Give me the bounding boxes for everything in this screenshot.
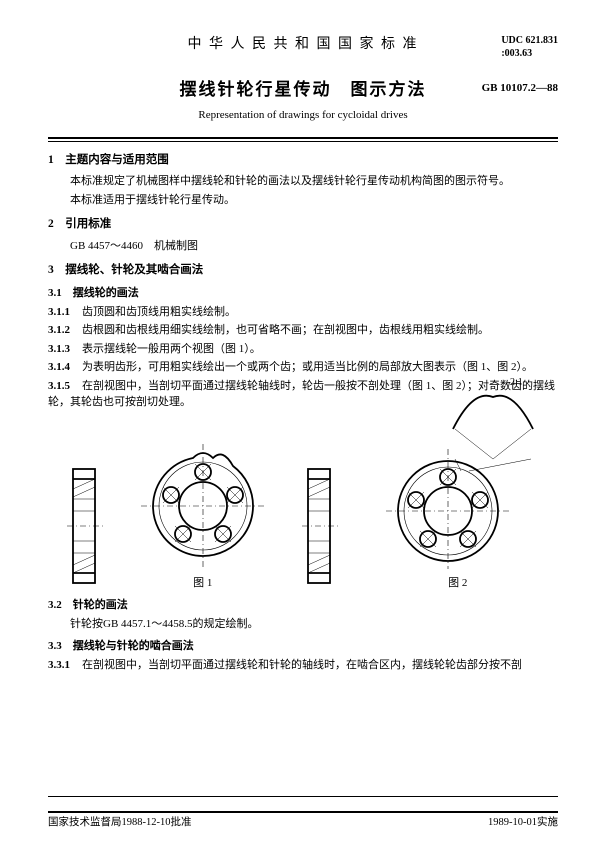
- fig1-front: 图 1: [138, 431, 268, 592]
- s3-h32: 3.2 针轮的画法: [48, 597, 558, 614]
- fig1-section: [63, 461, 107, 591]
- item-311: 3.1.1齿顶圆和齿顶线用粗实线绘制。: [48, 304, 558, 321]
- s3-heading: 3 摆线轮、针轮及其啮合画法: [48, 262, 558, 279]
- country-title: 中 华 人 民 共 和 国 国 家 标 准: [48, 34, 558, 55]
- s1-p1: 本标准规定了机械图样中摆线轮和针轮的画法以及摆线针轮行星传动机构简图的图示符号。: [48, 173, 558, 190]
- header: UDC 621.831 :003.63 中 华 人 民 共 和 国 国 家 标 …: [48, 34, 558, 123]
- section-1: 1 主题内容与适用范围 本标准规定了机械图样中摆线轮和针轮的画法以及摆线针轮行星…: [48, 152, 558, 208]
- section-2: 2 引用标准 GB 4457～4460 机械制图: [48, 216, 558, 254]
- section2-svg: [298, 461, 342, 591]
- sub-title: Representation of drawings for cycloidal…: [48, 107, 558, 124]
- t331: 在剖视图中，当剖切平面通过摆线轮和针轮的轴线时，在啮合区内，摆线轮轮齿部分按不剖: [82, 659, 522, 671]
- s3-h31: 3.1 摆线轮的画法: [48, 285, 558, 302]
- rule-thin: [48, 141, 558, 142]
- fig2-front: 2:1: [373, 431, 543, 592]
- n312: 3.1.2: [48, 322, 82, 339]
- section-view-svg: [63, 461, 107, 591]
- udc-code1: 621.831: [526, 35, 559, 46]
- ratio-label: 2:1: [510, 375, 523, 390]
- fig2-svg: [373, 371, 543, 571]
- fig2-caption: 图 2: [373, 575, 543, 592]
- n311: 3.1.1: [48, 304, 82, 321]
- n315: 3.1.5: [48, 378, 82, 395]
- s1-p2: 本标准适用于摆线针轮行星传动。: [48, 192, 558, 209]
- s2-heading: 2 引用标准: [48, 216, 558, 233]
- item-331: 3.3.1在剖视图中，当剖切平面通过摆线轮和针轮的轴线时，在啮合区内，摆线轮轮齿…: [48, 657, 558, 674]
- udc-label: UDC: [501, 35, 523, 46]
- udc-block: UDC 621.831 :003.63: [501, 34, 558, 60]
- s1-heading: 1 主题内容与适用范围: [48, 152, 558, 169]
- t313: 表示摆线轮一般用两个视图（图 1）。: [82, 343, 261, 355]
- item-313: 3.1.3表示摆线轮一般用两个视图（图 1）。: [48, 341, 558, 358]
- t312: 齿根圆和齿根线用细实线绘制，也可省略不画；在剖视图中，齿根线用粗实线绘制。: [82, 324, 489, 336]
- n314: 3.1.4: [48, 359, 82, 376]
- gb-code: GB 10107.2—88: [482, 80, 558, 97]
- udc-code2: :003.63: [501, 48, 532, 59]
- n331: 3.3.1: [48, 657, 82, 674]
- fig1-svg: [138, 431, 268, 571]
- figures-row: 图 1: [48, 431, 558, 592]
- t311: 齿顶圆和齿顶线用粗实线绘制。: [82, 306, 236, 318]
- page: UDC 621.831 :003.63 中 华 人 民 共 和 国 国 家 标 …: [0, 0, 600, 849]
- s3-p32: 针轮按GB 4457.1～4458.5的规定绘制。: [48, 616, 558, 633]
- rule-thick: [48, 137, 558, 139]
- fig2-section: [298, 461, 342, 591]
- footer-left: 国家技术监督局1988-12-10批准: [48, 815, 192, 831]
- footer: 国家技术监督局1988-12-10批准 1989-10-01实施: [48, 794, 558, 831]
- s3-h33: 3.3 摆线轮与针轮的啮合画法: [48, 638, 558, 655]
- n313: 3.1.3: [48, 341, 82, 358]
- footer-right: 1989-10-01实施: [488, 815, 558, 831]
- footer-rule1: [48, 796, 558, 797]
- item-312: 3.1.2齿根圆和齿根线用细实线绘制，也可省略不画；在剖视图中，齿根线用粗实线绘…: [48, 322, 558, 339]
- fig1-caption: 图 1: [138, 575, 268, 592]
- footer-rule2: [48, 811, 558, 813]
- s2-p1: GB 4457～4460 机械制图: [48, 238, 558, 255]
